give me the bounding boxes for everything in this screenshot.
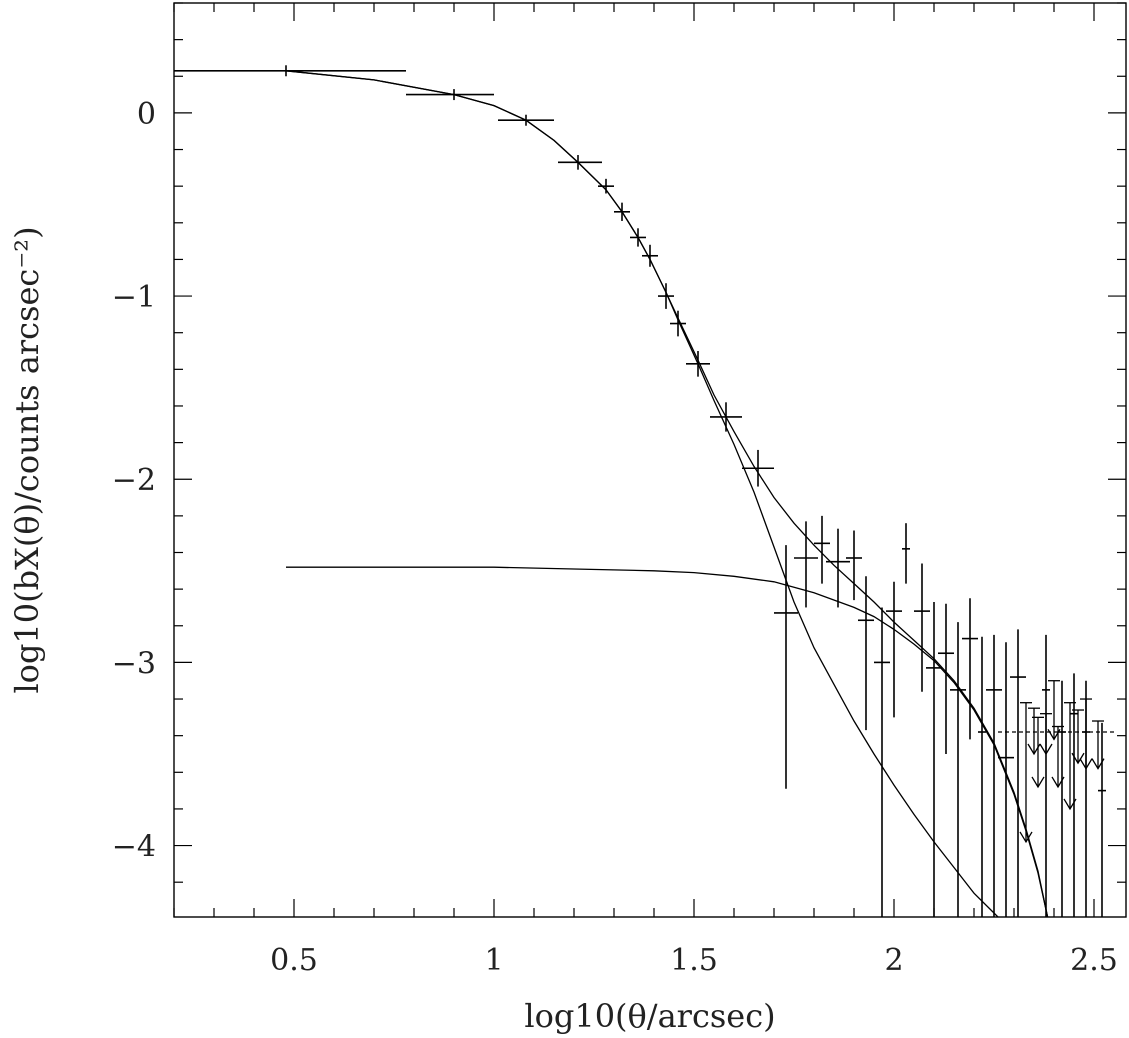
limit-arrowhead (1091, 758, 1105, 770)
data-point (1010, 629, 1026, 917)
data-point (846, 530, 862, 601)
axis-ticks (173, 2, 1126, 917)
data-point (886, 581, 902, 718)
x-axis-label: log10(θ/arcsec) (524, 997, 775, 1035)
limit-arrowhead (1071, 752, 1085, 765)
data-point (938, 603, 954, 754)
upper-limits (998, 680, 1114, 844)
data-point (710, 402, 742, 432)
data-points (174, 65, 1106, 917)
x-tick-label: 2.5 (1070, 943, 1118, 978)
data-point (174, 65, 406, 77)
limit-arrowhead (1063, 798, 1077, 811)
model-curve-2 (286, 566, 1049, 918)
data-point (1042, 634, 1050, 917)
data-point (742, 449, 774, 487)
upper-limit-arrow (1063, 702, 1077, 811)
x-tick-label: 1 (484, 943, 503, 978)
limit-arrowhead (1019, 831, 1033, 844)
data-point (950, 622, 966, 917)
data-point (926, 601, 942, 917)
limit-arrowhead (1051, 776, 1065, 789)
y-tick-label: −3 (112, 646, 156, 681)
upper-limit-arrow (1071, 709, 1085, 765)
tick-labels: 0.5 1 1.5 2 2.5 0 −1 −2 −3 −4 (112, 97, 1118, 978)
data-point (962, 598, 978, 740)
upper-limit-arrow (1079, 698, 1093, 770)
data-point (794, 521, 818, 608)
data-point (614, 202, 630, 221)
upper-limit-arrow (1019, 702, 1033, 844)
y-tick-label: −1 (112, 280, 156, 315)
data-point (406, 89, 494, 101)
data-point (774, 545, 798, 789)
x-tick-label: 2 (884, 943, 903, 978)
data-point (986, 634, 1002, 917)
data-point (858, 576, 874, 731)
y-tick-label: −4 (112, 830, 156, 865)
limit-arrowhead (1031, 776, 1045, 789)
y-tick-label: −2 (112, 463, 156, 498)
model-curves (174, 70, 1049, 918)
upper-limit-arrow (1039, 713, 1053, 756)
data-point (1058, 680, 1066, 917)
model-curve-3 (174, 70, 1049, 918)
data-point (998, 642, 1014, 917)
plot-frame (173, 2, 1127, 918)
y-tick-label: 0 (137, 97, 156, 132)
data-point (670, 310, 686, 337)
data-point (978, 636, 986, 917)
data-point (598, 178, 614, 194)
data-point (1098, 722, 1106, 917)
data-point (914, 563, 930, 692)
y-axis-label: log10(bX(θ)/counts arcsec⁻²) (8, 226, 46, 693)
data-point (686, 351, 710, 377)
data-point (630, 228, 646, 247)
data-point (642, 244, 658, 267)
x-tick-label: 1.5 (670, 943, 718, 978)
data-point (814, 515, 830, 584)
upper-limit-arrow (1091, 720, 1105, 770)
upper-limit-arrow (1031, 716, 1045, 789)
data-point (826, 528, 850, 608)
data-point (902, 523, 910, 584)
data-point (874, 607, 890, 917)
upper-limit-arrow (1051, 725, 1065, 789)
data-point (558, 155, 602, 170)
data-point (498, 114, 554, 126)
data-point (658, 283, 674, 309)
limit-arrowhead (1079, 758, 1093, 770)
x-tick-label: 0.5 (270, 943, 318, 978)
limit-arrowhead (1039, 743, 1053, 756)
data-point (1070, 673, 1078, 917)
model-curve-1 (174, 70, 999, 918)
